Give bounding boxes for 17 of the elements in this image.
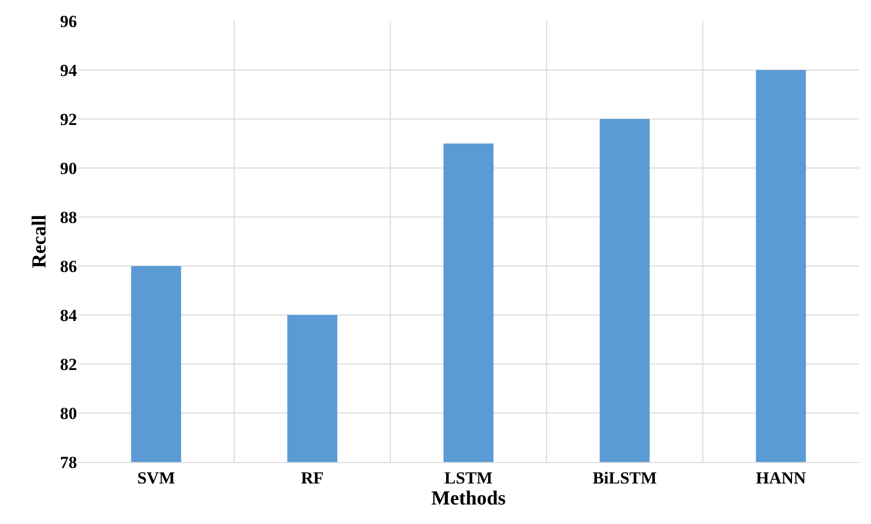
y-tick-label: 78 xyxy=(60,452,77,472)
x-tick-label: RF xyxy=(300,468,324,488)
y-tick-label: 94 xyxy=(60,60,78,80)
y-tick-label: 82 xyxy=(60,354,77,374)
y-tick-label: 88 xyxy=(60,208,77,227)
y-axis-title: Recall xyxy=(28,214,50,268)
x-axis-title: Methods xyxy=(431,487,506,510)
x-tick-label: HANN xyxy=(756,468,807,488)
y-tick-label: 96 xyxy=(60,12,77,31)
x-tick-label: LSTM xyxy=(444,468,493,488)
x-tick-label: BiLSTM xyxy=(592,468,657,488)
y-tick-label: 86 xyxy=(60,256,77,276)
y-tick-label: 92 xyxy=(60,110,77,129)
y-tick-label: 84 xyxy=(60,306,78,325)
y-tick-label: 90 xyxy=(60,158,77,178)
y-tick-label: 80 xyxy=(60,404,77,423)
x-tick-label: SVM xyxy=(137,468,175,488)
